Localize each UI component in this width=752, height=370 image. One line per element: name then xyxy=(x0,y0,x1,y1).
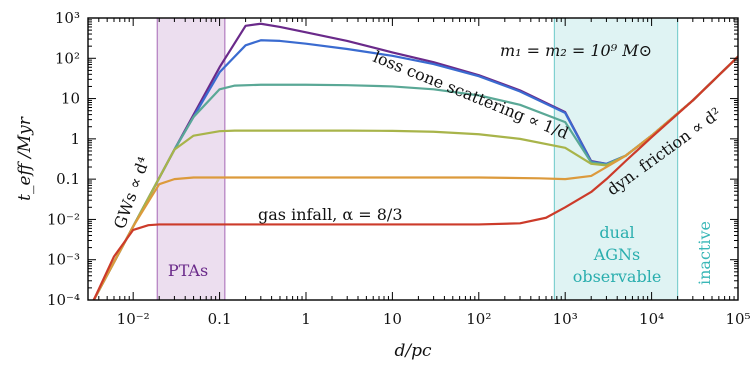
x-tick-label: 10⁴ xyxy=(639,310,664,328)
y-tick-label: 10 xyxy=(61,90,80,108)
x-tick-label: 10³ xyxy=(553,310,578,328)
x-axis-label: d/pc xyxy=(394,341,431,361)
y-tick-label: 10³ xyxy=(55,9,80,27)
ptas-band-label: PTAs xyxy=(168,261,208,280)
y-tick-label: 0.1 xyxy=(56,170,80,188)
series-line-4 xyxy=(92,55,738,300)
x-tick-label: 1 xyxy=(301,310,311,328)
y-tick-label: 10⁻² xyxy=(47,210,80,228)
x-tick-label: 10² xyxy=(466,310,491,328)
plot-frame xyxy=(87,17,739,301)
y-tick-label: 10⁻⁴ xyxy=(47,291,80,309)
mass-annotation: m₁ = m₂ = 10⁹ M⊙ xyxy=(500,41,652,60)
y-axis-label: t_eff /Myr xyxy=(15,116,35,201)
ticks-layer xyxy=(87,17,739,301)
x-tick-label: 10⁻² xyxy=(117,310,150,328)
y-tick-label: 10⁻³ xyxy=(47,251,80,269)
y-tick-label: 1 xyxy=(70,130,80,148)
x-tick-label: 10⁵ xyxy=(725,310,750,328)
agn-band-label-line-3: observable xyxy=(573,267,662,286)
gws-scaling-annotation: GWs ∝ d⁴ xyxy=(110,154,154,231)
curves-layer xyxy=(92,22,738,300)
gas-infall-annotation: gas infall, α = 8/3 xyxy=(258,205,403,224)
x-tick-label: 10 xyxy=(383,310,402,328)
agn-band-label-line-1: dual xyxy=(599,223,634,242)
y-tick-label: 10² xyxy=(55,49,80,67)
loss-cone-annotation: loss cone scattering ∝ 1/d xyxy=(371,47,572,143)
inactive-annotation: inactive xyxy=(695,221,714,285)
band-0 xyxy=(157,18,225,300)
agn-band-label-line-2: AGNs xyxy=(593,245,641,264)
x-tick-label: 0.1 xyxy=(208,310,232,328)
series-line-5 xyxy=(92,55,738,300)
tick-labels-layer: 10⁻² 0.1 1 10 10² 10³ 10⁴ 10⁵ 10⁻⁴ 10⁻³ 10⁻² 0.1 1 10… xyxy=(47,9,751,328)
